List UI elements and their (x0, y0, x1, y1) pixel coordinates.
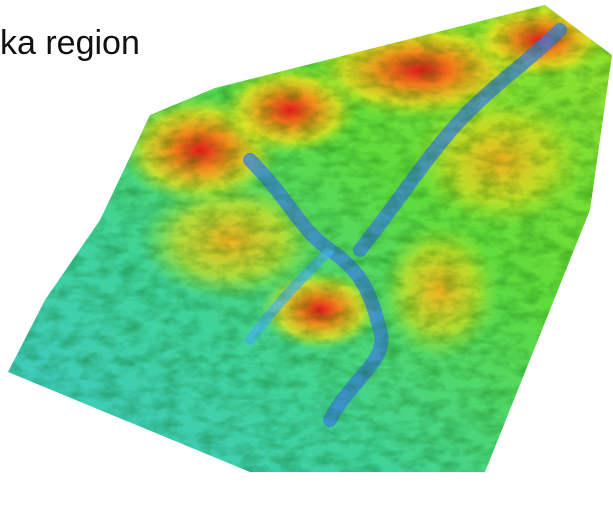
caption: ka region (0, 24, 140, 62)
